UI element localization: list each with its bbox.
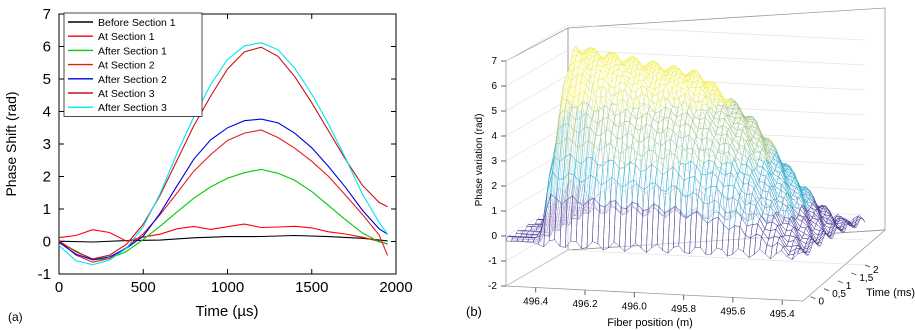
surface-chart-panel: -2 -1 0 1 2 3 4 5 6 7 496.4 496.2 496.0 495.8 495.6 495… — [466, 7, 915, 329]
y-tick-mark — [851, 272, 857, 276]
y-tick-mark — [810, 296, 816, 300]
x-tick-label: 500 — [131, 279, 156, 296]
x-tick-label: 496.2 — [572, 299, 597, 310]
y-tick-label: 0,5 — [832, 289, 846, 300]
series-line — [58, 42, 389, 266]
x-tick-label: 495.8 — [671, 304, 696, 315]
x-axis-label: Fiber position (m) — [607, 317, 693, 329]
series-line — [58, 223, 388, 245]
y-tick-label: 5 — [43, 71, 51, 88]
legend-label: Before Section 1 — [98, 17, 176, 29]
z-tick-label: 4 — [491, 131, 497, 142]
z-tick-label: 2 — [491, 181, 497, 192]
z-tick-label: 5 — [491, 106, 497, 117]
y-tick-label: 7 — [43, 6, 51, 23]
series-line — [58, 46, 388, 260]
y-tick-label: 3 — [43, 136, 51, 153]
y-axis-label: Phase Shift (rad) — [3, 91, 19, 196]
legend-label: After Section 3 — [98, 102, 167, 114]
z-grid-line — [567, 249, 866, 266]
z-grid-line — [567, 49, 866, 66]
surface-cell — [797, 248, 805, 255]
z-tick-label: 6 — [491, 81, 497, 92]
series-line — [58, 234, 388, 243]
legend: Before Section 1 At Section 1 After Sectio… — [63, 12, 203, 117]
series-line — [58, 118, 388, 261]
x-tick-label: 1500 — [295, 279, 328, 296]
y-tick-label: 2 — [873, 265, 879, 276]
y-tick-label: 1 — [846, 281, 852, 292]
legend-label: At Section 1 — [98, 31, 155, 43]
z-tick-label: 3 — [491, 156, 497, 167]
z-grid-line — [505, 249, 569, 287]
y-tick-label: -1 — [38, 266, 51, 283]
z-grid-line — [505, 74, 569, 112]
legend-label: After Section 2 — [98, 74, 167, 86]
y-tick-label: 0 — [43, 234, 51, 251]
y-tick-label: 6 — [43, 39, 51, 56]
y-tick-mark — [823, 288, 830, 292]
axis-ticks: -2 -1 0 1 2 3 4 5 6 7 496.4 496.2 496.0 495.8 495.6 495… — [488, 56, 879, 320]
y-tick-label: 1 — [43, 201, 51, 218]
y-tick-label: 4 — [43, 104, 51, 121]
y-tick-label: 0 — [818, 297, 824, 308]
x-tick-label: 495.4 — [770, 309, 795, 320]
x-tick-label: 495.6 — [720, 306, 745, 317]
z-grid-line — [567, 24, 866, 41]
x-tick-label: 1000 — [211, 279, 244, 296]
series-line — [58, 129, 389, 263]
series-line — [58, 168, 388, 261]
y-tick-label: 2 — [43, 169, 51, 186]
z-tick-label: -1 — [488, 256, 497, 267]
x-axis-label: Time (µs) — [195, 303, 258, 320]
series-lines — [58, 42, 389, 266]
y-tick-mark — [864, 264, 871, 268]
y-tick-label: 1,5 — [859, 273, 873, 284]
x-tick-label: 2000 — [379, 279, 412, 296]
legend-label: At Section 3 — [98, 88, 155, 100]
z-tick-label: 7 — [491, 56, 497, 67]
z-tick-label: 0 — [491, 231, 497, 242]
panel-label-a: (a) — [8, 310, 23, 324]
x-tick-label: 496.0 — [622, 301, 647, 312]
z-grid-line — [505, 24, 569, 62]
z-tick-label: -2 — [488, 281, 497, 292]
surface-mesh — [505, 46, 866, 261]
x-tick-label: 0 — [55, 279, 63, 296]
y-tick-mark — [837, 280, 843, 284]
legend-label: At Section 2 — [98, 60, 155, 72]
z-axis-label: Phase variation (rad) — [474, 114, 485, 207]
y-axis-label: Time (ms) — [866, 287, 915, 299]
x-tick-label: 496.4 — [523, 297, 548, 308]
z-grid-line — [505, 49, 569, 87]
panel-label-b: (b) — [466, 304, 482, 319]
legend-label: After Section 1 — [98, 45, 167, 57]
z-grid-line — [505, 99, 569, 137]
z-tick-label: 1 — [491, 206, 497, 217]
